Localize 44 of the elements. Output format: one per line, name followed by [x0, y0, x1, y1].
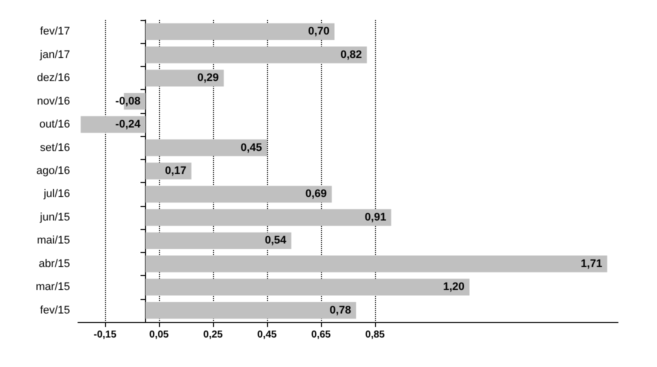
bar	[146, 209, 392, 226]
bar	[146, 256, 608, 272]
x-tick-label: -0,15	[94, 330, 117, 340]
y-tick-label: nov/16	[36, 95, 70, 108]
bar	[146, 139, 267, 156]
y-tick-label: dez/16	[36, 72, 70, 84]
y-tick-label: fev/15	[40, 304, 70, 316]
x-tick-label: 0,25	[203, 330, 224, 340]
data-label: 0,78	[330, 304, 352, 316]
y-tick-label: jan/17	[39, 48, 70, 61]
y-tick-label: set/16	[40, 142, 70, 154]
data-label: -0,24	[115, 118, 142, 131]
data-label: 0,70	[308, 26, 330, 38]
data-label: 0,17	[164, 165, 186, 177]
y-tick-label: mai/15	[36, 234, 70, 247]
y-tick-label: mar/15	[36, 281, 70, 294]
data-label: 1,71	[580, 258, 602, 270]
bar	[146, 186, 332, 203]
bar	[146, 162, 192, 180]
x-tick-label: 0,05	[149, 330, 170, 340]
bar	[146, 23, 334, 40]
data-label: 0,29	[197, 72, 219, 84]
y-tick-label: ago/16	[36, 165, 70, 177]
bar	[80, 116, 146, 133]
bar	[146, 70, 224, 86]
y-tick-label: fev/17	[40, 26, 70, 38]
y-tick-label: abr/15	[38, 258, 70, 270]
data-label: 1,20	[443, 281, 464, 294]
data-label: 0,69	[305, 188, 327, 200]
bar	[146, 302, 356, 319]
x-tick-label: 0,85	[365, 330, 386, 340]
y-tick-label: jun/15	[39, 211, 70, 224]
y-tick-label: out/16	[39, 118, 70, 131]
x-tick-label: 0,45	[257, 330, 278, 340]
data-label: 0,45	[240, 142, 262, 154]
data-label: 0,54	[264, 234, 288, 247]
data-label: 0,91	[364, 211, 386, 224]
data-label: 0,82	[340, 48, 362, 61]
x-tick-label: 0,65	[311, 330, 332, 340]
bar	[146, 46, 367, 64]
bar	[146, 232, 292, 250]
y-tick-label: jul/16	[42, 188, 70, 200]
bar	[146, 278, 470, 296]
data-label: -0,08	[115, 95, 140, 108]
